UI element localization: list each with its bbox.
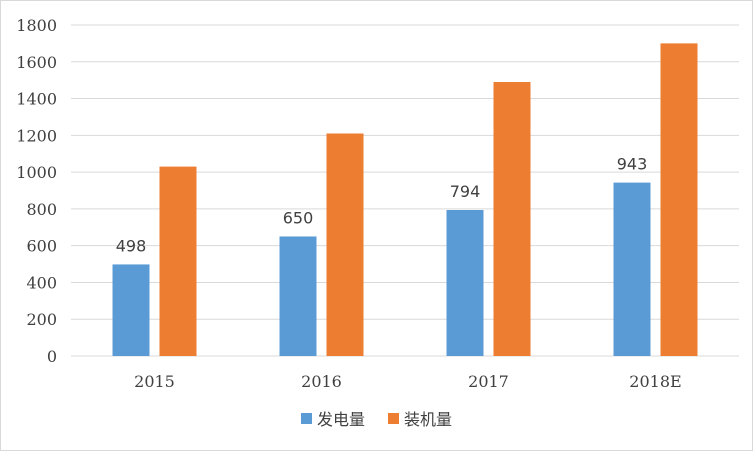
- data-label: 943: [617, 155, 648, 174]
- data-label: 794: [450, 182, 481, 201]
- x-tick-label: 2018E: [629, 372, 681, 391]
- y-tick-label: 400: [26, 273, 57, 292]
- bar-installed-2017: [493, 82, 531, 356]
- data-label: 650: [283, 208, 314, 227]
- y-tick-label: 0: [47, 347, 57, 366]
- data-labels: 498 650 794 943: [116, 155, 648, 256]
- y-tick-label: 600: [26, 237, 57, 256]
- x-tick-label: 2016: [301, 372, 342, 391]
- legend-label: 装机量: [404, 410, 452, 429]
- bar-installed-2016: [326, 133, 364, 356]
- legend-swatch: [388, 413, 399, 424]
- bar-installed-2015: [159, 166, 197, 356]
- y-tick-label: 1600: [16, 53, 57, 72]
- x-tick-label: 2015: [134, 372, 175, 391]
- y-tick-label: 800: [26, 200, 57, 219]
- bar-generation-2016: [279, 236, 317, 356]
- y-tick-label: 200: [26, 310, 57, 329]
- legend-label: 发电量: [317, 410, 365, 429]
- y-tick-label: 1800: [16, 16, 57, 35]
- legend-swatch: [301, 413, 312, 424]
- x-axis-ticks: 2015 2016 2017 2018E: [134, 372, 682, 391]
- legend: 发电量 装机量: [301, 410, 452, 429]
- y-tick-label: 1000: [16, 163, 57, 182]
- bar-generation-2015: [112, 264, 150, 356]
- x-tick-label: 2017: [468, 372, 509, 391]
- bar-generation-2017: [446, 209, 484, 356]
- bar-generation-2018E: [613, 182, 651, 356]
- data-label: 498: [116, 236, 147, 255]
- bar-installed-2018E: [660, 43, 698, 357]
- y-tick-label: 1200: [16, 126, 57, 145]
- bars: [112, 43, 698, 357]
- y-axis-ticks: 0 200 400 600 800 1000 1200 1400 1600 1800: [16, 16, 57, 366]
- y-tick-label: 1400: [16, 90, 57, 109]
